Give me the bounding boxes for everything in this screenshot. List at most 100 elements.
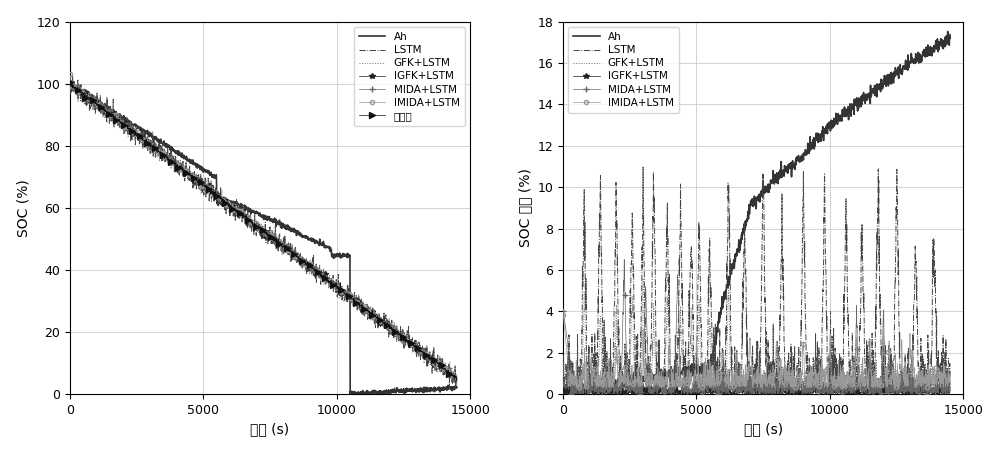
- GFK+LSTM: [659, 391, 671, 397]
- GFK+LSTM: [236, 210, 248, 216]
- IMIDA+LSTM: [603, 356, 615, 361]
- IGFK+LSTM: [243, 217, 255, 223]
- GFK+LSTM: [64, 76, 76, 81]
- Line: IMIDA+LSTM: IMIDA+LSTM: [68, 72, 459, 382]
- 参考値: [243, 218, 255, 223]
- GFK+LSTM: [603, 374, 615, 379]
- Ah: [243, 208, 255, 213]
- Line: GFK+LSTM: GFK+LSTM: [70, 78, 457, 384]
- Line: MIDA+LSTM: MIDA+LSTM: [67, 75, 460, 383]
- GFK+LSTM: [587, 383, 599, 388]
- IGFK+LSTM: [284, 246, 296, 251]
- 参考値: [284, 248, 296, 253]
- X-axis label: 时间 (s): 时间 (s): [744, 422, 783, 436]
- IGFK+LSTM: [737, 390, 749, 395]
- Ah: [236, 202, 248, 208]
- IGFK+LSTM: [587, 387, 599, 392]
- GFK+LSTM: [451, 380, 463, 385]
- LSTM: [722, 238, 734, 244]
- Ah: [944, 32, 956, 38]
- Ah: [722, 284, 734, 289]
- LSTM: [736, 342, 748, 347]
- IMIDA+LSTM: [228, 206, 240, 211]
- LSTM: [637, 164, 649, 170]
- Line: MIDA+LSTM: MIDA+LSTM: [560, 257, 953, 397]
- Ah: [587, 383, 599, 388]
- IGFK+LSTM: [722, 391, 734, 397]
- Line: IGFK+LSTM: IGFK+LSTM: [67, 80, 460, 383]
- IGFK+LSTM: [236, 213, 248, 219]
- Legend: Ah, LSTM, GFK+LSTM, IGFK+LSTM, MIDA+LSTM, IMIDA+LSTM, 参考値: Ah, LSTM, GFK+LSTM, IGFK+LSTM, MIDA+LSTM…: [354, 27, 465, 126]
- IMIDA+LSTM: [944, 380, 956, 385]
- IMIDA+LSTM: [587, 367, 599, 373]
- Ah: [228, 199, 240, 205]
- IMIDA+LSTM: [450, 377, 462, 383]
- IMIDA+LSTM: [778, 383, 790, 388]
- GFK+LSTM: [737, 386, 749, 391]
- LSTM: [243, 217, 255, 223]
- IMIDA+LSTM: [722, 381, 734, 387]
- Ah: [603, 389, 615, 394]
- Ah: [354, 394, 366, 399]
- IGFK+LSTM: [94, 105, 106, 110]
- Ah: [778, 171, 790, 177]
- MIDA+LSTM: [603, 384, 615, 390]
- IMIDA+LSTM: [451, 373, 463, 379]
- 参考値: [110, 116, 122, 121]
- GFK+LSTM: [451, 381, 463, 386]
- Line: 参考値: 参考値: [67, 79, 460, 383]
- LSTM: [67, 72, 79, 78]
- IGFK+LSTM: [603, 391, 615, 397]
- Legend: Ah, LSTM, GFK+LSTM, IGFK+LSTM, MIDA+LSTM, IMIDA+LSTM: Ah, LSTM, GFK+LSTM, IGFK+LSTM, MIDA+LSTM…: [568, 27, 679, 113]
- IGFK+LSTM: [451, 378, 463, 383]
- X-axis label: 时间 (s): 时间 (s): [250, 422, 290, 436]
- Line: Ah: Ah: [563, 31, 950, 394]
- GFK+LSTM: [778, 391, 790, 396]
- GFK+LSTM: [730, 389, 742, 395]
- LSTM: [557, 358, 569, 364]
- IMIDA+LSTM: [64, 72, 76, 77]
- Ah: [559, 391, 571, 397]
- MIDA+LSTM: [64, 75, 76, 81]
- IMIDA+LSTM: [598, 385, 610, 390]
- MIDA+LSTM: [243, 220, 255, 226]
- IGFK+LSTM: [64, 81, 76, 87]
- Ah: [284, 228, 296, 233]
- IGFK+LSTM: [630, 391, 642, 397]
- IMIDA+LSTM: [243, 218, 255, 223]
- Line: LSTM: LSTM: [563, 167, 950, 394]
- MIDA+LSTM: [446, 377, 458, 383]
- GFK+LSTM: [110, 115, 122, 120]
- GFK+LSTM: [94, 101, 106, 106]
- LSTM: [228, 214, 240, 219]
- Line: GFK+LSTM: GFK+LSTM: [563, 278, 950, 394]
- GFK+LSTM: [284, 245, 296, 250]
- IMIDA+LSTM: [730, 378, 742, 383]
- GFK+LSTM: [557, 381, 569, 386]
- Ah: [451, 384, 463, 390]
- MIDA+LSTM: [64, 80, 76, 85]
- LSTM: [236, 215, 248, 221]
- IMIDA+LSTM: [284, 251, 296, 257]
- IGFK+LSTM: [64, 81, 76, 86]
- Line: LSTM: LSTM: [70, 75, 457, 389]
- LSTM: [778, 280, 790, 286]
- IGFK+LSTM: [557, 387, 569, 393]
- MIDA+LSTM: [618, 257, 630, 262]
- Ah: [64, 78, 76, 84]
- GFK+LSTM: [637, 275, 649, 281]
- IMIDA+LSTM: [557, 313, 569, 318]
- IMIDA+LSTM: [736, 381, 748, 387]
- MIDA+LSTM: [236, 212, 248, 218]
- MIDA+LSTM: [451, 374, 463, 380]
- MIDA+LSTM: [712, 391, 724, 397]
- LSTM: [730, 375, 742, 381]
- IGFK+LSTM: [110, 116, 122, 122]
- 参考値: [236, 211, 248, 217]
- GFK+LSTM: [722, 320, 734, 325]
- GFK+LSTM: [944, 383, 956, 388]
- MIDA+LSTM: [94, 98, 106, 104]
- MIDA+LSTM: [722, 376, 734, 381]
- GFK+LSTM: [243, 222, 255, 227]
- Ah: [942, 29, 954, 34]
